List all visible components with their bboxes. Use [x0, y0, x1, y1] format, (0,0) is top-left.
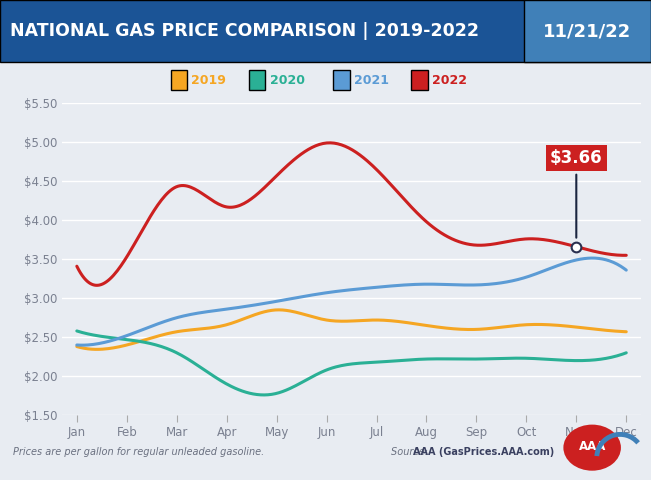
FancyBboxPatch shape [524, 0, 651, 62]
FancyBboxPatch shape [411, 70, 428, 90]
FancyBboxPatch shape [171, 70, 187, 90]
FancyBboxPatch shape [333, 70, 350, 90]
Text: Prices are per gallon for regular unleaded gasoline.: Prices are per gallon for regular unlead… [13, 447, 264, 457]
Text: 2021: 2021 [354, 74, 389, 87]
Text: Source:: Source: [391, 447, 431, 457]
Text: AAA (GasPrices.AAA.com): AAA (GasPrices.AAA.com) [413, 447, 555, 457]
Ellipse shape [563, 425, 621, 471]
Text: AAA: AAA [579, 440, 606, 453]
Text: 2020: 2020 [270, 74, 305, 87]
Text: 11/21/22: 11/21/22 [544, 22, 631, 40]
Text: 2019: 2019 [191, 74, 227, 87]
FancyBboxPatch shape [0, 0, 651, 62]
Text: $3.66: $3.66 [550, 149, 603, 167]
Text: NATIONAL GAS PRICE COMPARISON | 2019-2022: NATIONAL GAS PRICE COMPARISON | 2019-202… [10, 22, 478, 40]
FancyBboxPatch shape [249, 70, 265, 90]
Text: 2022: 2022 [432, 74, 467, 87]
